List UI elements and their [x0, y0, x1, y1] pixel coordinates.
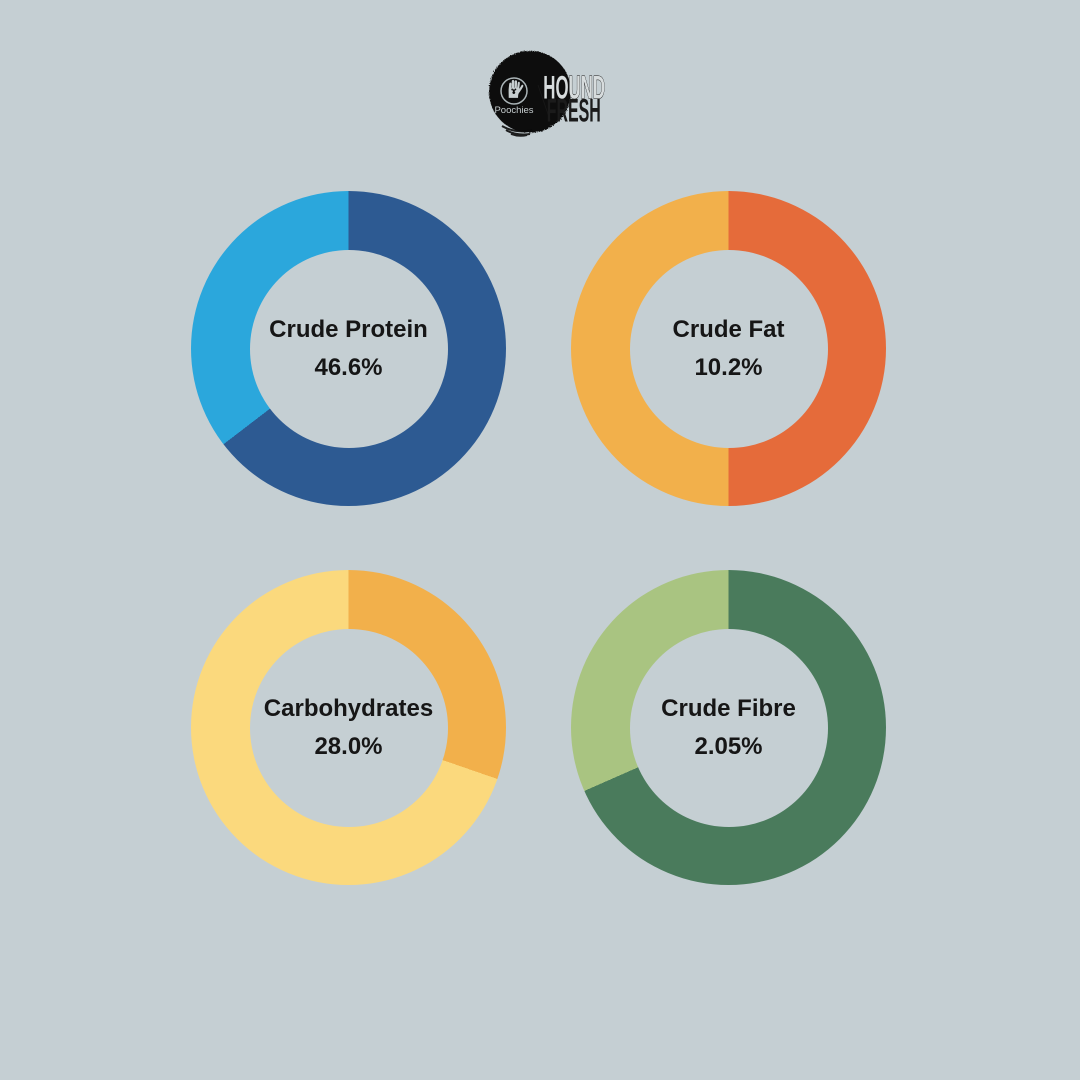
svg-text:Poochies: Poochies [494, 105, 533, 116]
svg-text:FRESH: FRESH [547, 93, 601, 129]
